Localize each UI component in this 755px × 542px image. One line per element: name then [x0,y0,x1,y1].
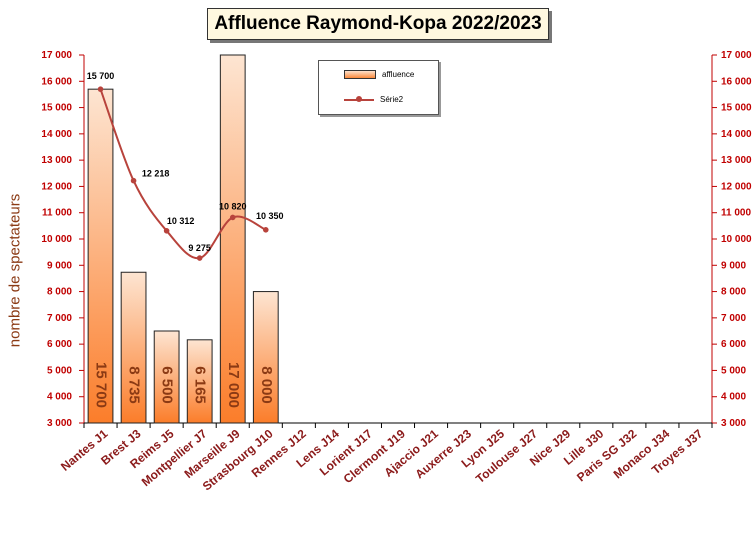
series2-point [262,227,269,233]
y-tick-label-left: 8 000 [47,287,72,298]
series2-point-label: 10 350 [256,211,284,221]
y-tick-label-left: 7 000 [47,313,72,324]
bar-value-label: 17 000 [225,362,242,408]
y-tick-label-left: 16 000 [41,76,72,87]
y-tick-label-right: 4 000 [721,392,746,403]
series2-point-label: 10 312 [167,216,195,226]
y-tick-label-left: 13 000 [41,155,72,166]
y-tick-label-right: 15 000 [721,103,752,114]
legend-item-serie2: Série2 [319,91,438,107]
bar [219,54,246,424]
series2-point-label: 10 820 [219,201,247,211]
y-tick-label-left: 9 000 [47,260,72,271]
series2-point-label: 9 275 [188,243,211,253]
y-tick-label-left: 10 000 [41,234,72,245]
y-tick-label-left: 12 000 [41,181,72,192]
y-tick-label-right: 16 000 [721,76,752,87]
legend-swatch-affluence [344,69,376,79]
y-tick-label-right: 6 000 [721,339,746,350]
y-tick-label-right: 12 000 [721,181,752,192]
bar-value-label: 8 735 [126,366,143,404]
y-tick-label-right: 17 000 [721,50,752,61]
legend-label-serie2: Série2 [380,94,404,104]
series2-point [196,255,203,261]
y-tick-label-left: 14 000 [41,129,72,140]
y-tick-label-right: 14 000 [721,129,752,140]
legend-label-affluence: affluence [382,69,415,79]
bar [153,330,180,424]
y-tick-label-left: 15 000 [41,103,72,114]
y-tick-label-right: 3 000 [721,418,746,429]
bar-value-label: 15 700 [93,362,110,408]
x-category-label: Nantes J1 [58,426,111,473]
y-tick-label-right: 7 000 [721,313,746,324]
bar-value-label: 6 165 [192,366,209,404]
series2-point-label: 15 700 [87,71,115,81]
bar [87,88,114,424]
series2-point [130,177,137,184]
bar-value-label: 6 500 [159,366,176,404]
y-tick-label-left: 6 000 [47,339,72,350]
legend: affluence Série2 [318,60,439,115]
series2-point [229,214,236,221]
y-tick-label-right: 5 000 [721,365,746,376]
bar-value-label: 8 000 [258,366,275,404]
chart-title: Affluence Raymond-Kopa 2022/2023 [207,8,549,40]
bar [120,271,147,424]
y-tick-label-right: 11 000 [721,208,751,219]
y-tick-label-right: 9 000 [721,260,746,271]
y-tick-label-right: 13 000 [721,155,752,166]
y-tick-label-left: 5 000 [47,365,72,376]
y-tick-label-left: 3 000 [47,418,72,429]
legend-item-affluence: affluence [319,66,438,82]
bar [186,339,213,424]
y-tick-label-left: 11 000 [42,208,72,219]
y-tick-label-left: 4 000 [47,392,72,403]
y-tick-label-right: 8 000 [721,287,746,298]
series2-point [97,86,104,92]
bar [252,291,279,424]
y-tick-label-left: 17 000 [41,50,72,61]
series2-point-label: 12 218 [142,169,170,179]
legend-swatch-serie2 [344,95,374,103]
series2-point [163,227,170,234]
y-tick-label-right: 10 000 [721,234,752,245]
